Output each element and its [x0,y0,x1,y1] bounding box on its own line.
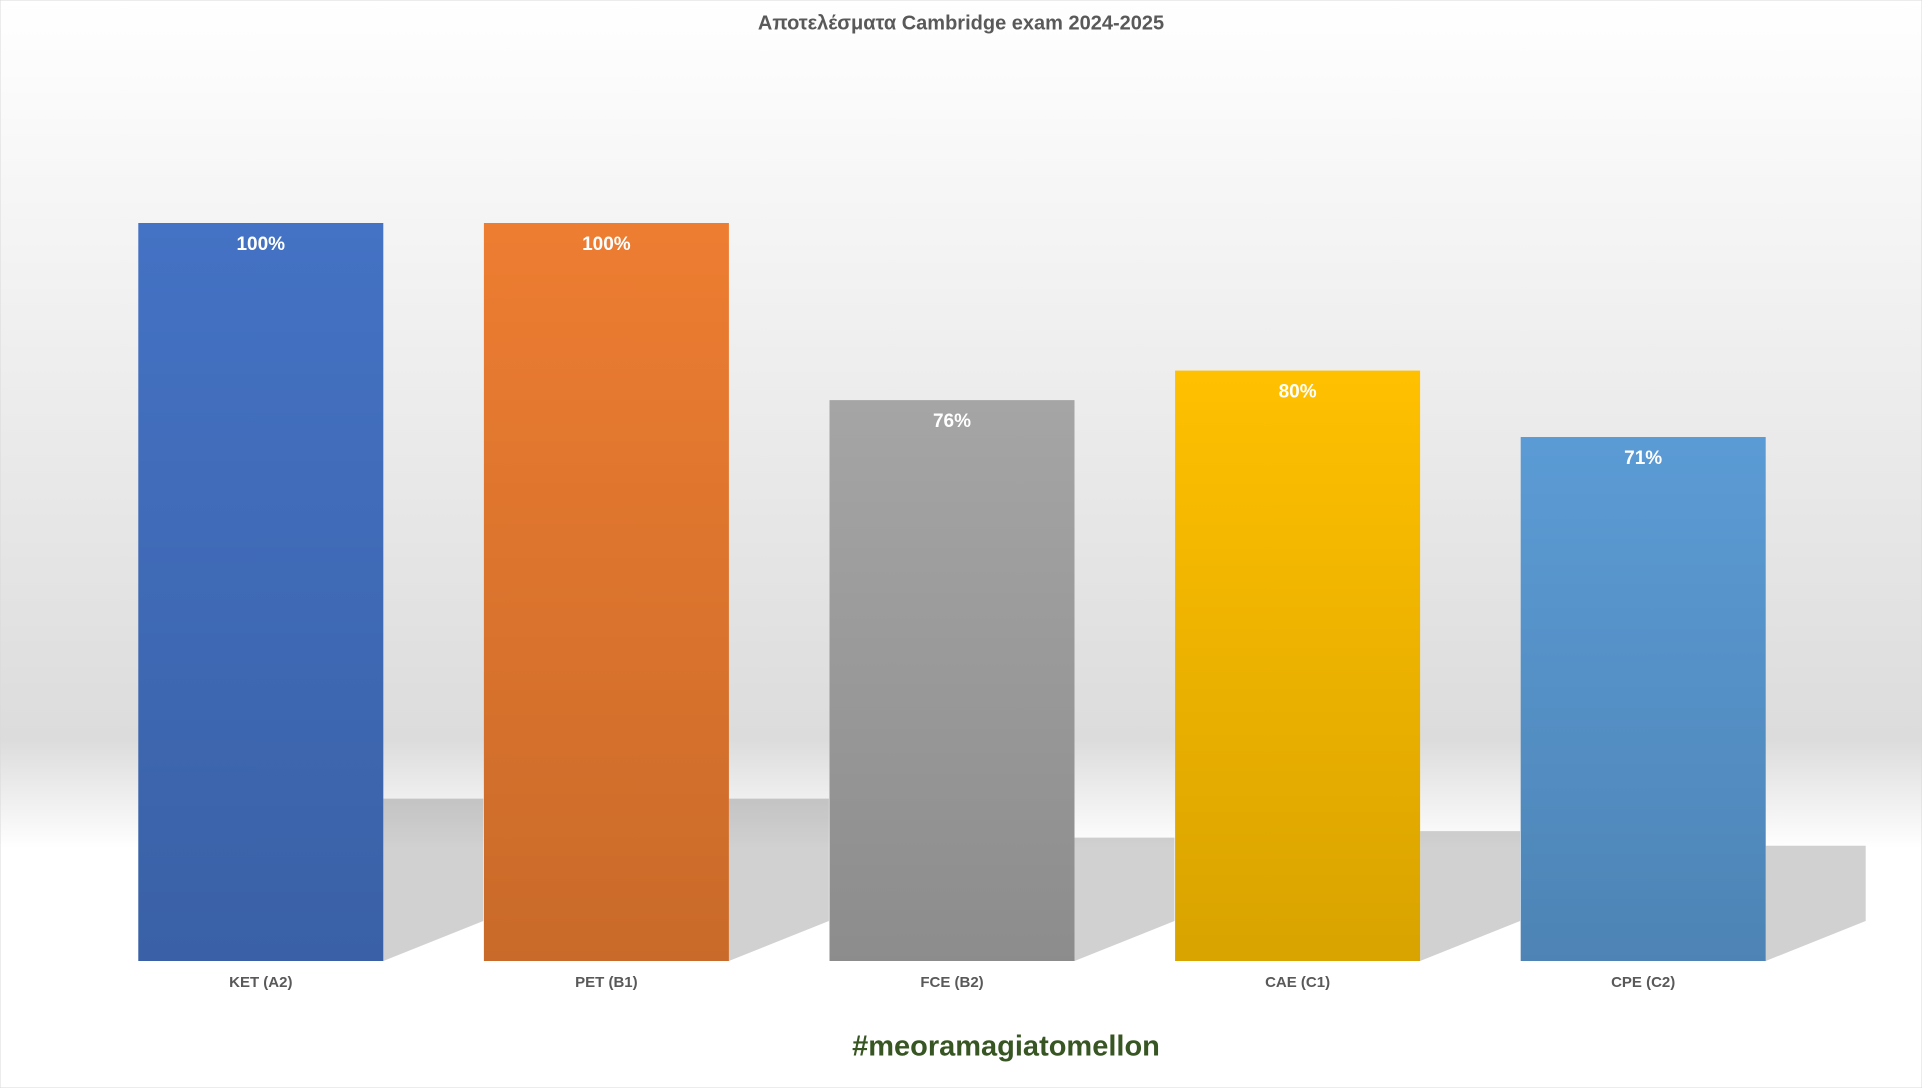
footer-hashtag: #meoramagiatomellon [852,1031,1160,1063]
bar-shade [829,400,1075,961]
bar-shade [138,223,384,961]
bar-shadow [728,798,829,961]
x-tick-label: FCE (B2) [920,974,983,991]
data-label: 76% [933,411,971,432]
bar-shadow [1074,837,1175,961]
data-label: 100% [236,234,285,255]
data-label: 71% [1624,448,1662,469]
bar-shadow [1420,831,1521,961]
x-tick-label: CAE (C1) [1265,974,1330,991]
data-label: 100% [582,234,631,255]
bar-shade [1175,370,1421,962]
data-label: 80% [1279,382,1317,403]
chart-title: Αποτελέσματα Cambridge exam 2024-2025 [758,12,1164,34]
bar-shadow [1765,845,1866,961]
x-tick-label: PET (B1) [575,974,638,991]
x-tick-label: KET (A2) [229,974,292,991]
bar-shade [1520,437,1766,961]
bar-shadow [383,798,484,961]
x-tick-label: CPE (C2) [1611,974,1675,991]
bar-shade [483,223,729,961]
